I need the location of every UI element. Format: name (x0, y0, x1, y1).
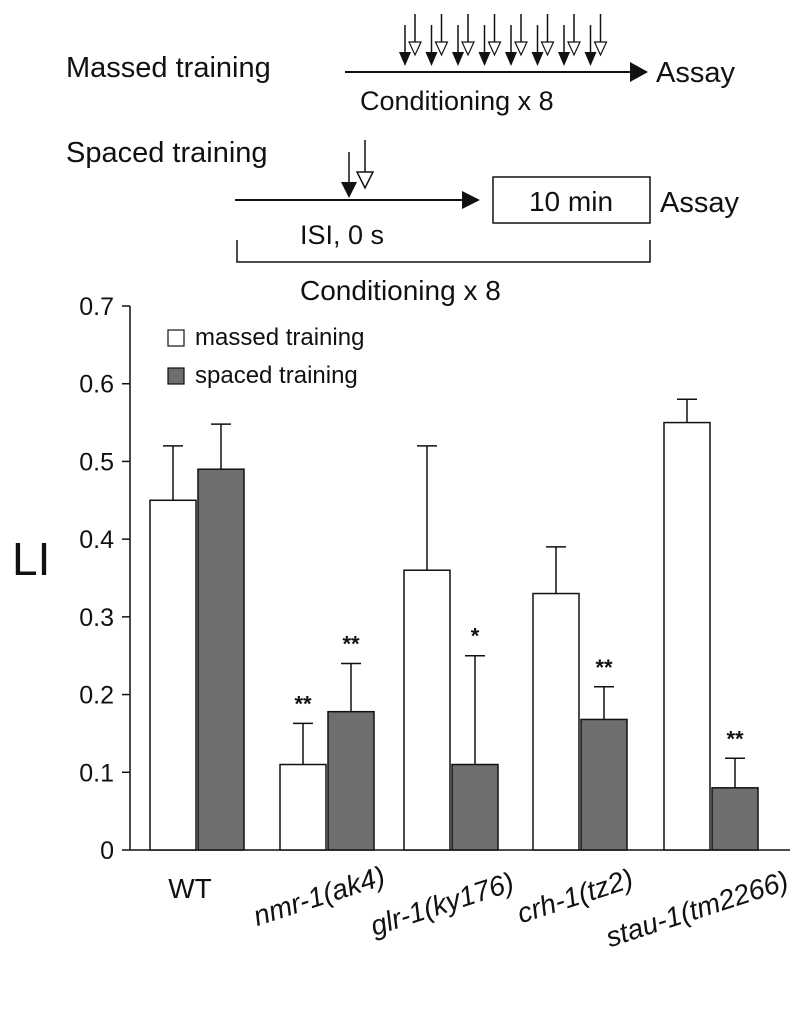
massed-bar-2 (403, 569, 451, 851)
interval-box (492, 176, 651, 224)
y-tick-label: 0.5 (79, 448, 114, 476)
significance-marks: **** ***** (294, 624, 744, 752)
spaced-bar-2 (451, 763, 499, 851)
interval-box-label: 10 min (529, 186, 613, 217)
y-axis-label: LI (12, 533, 50, 585)
massed-stimulus-arrows (399, 14, 608, 66)
significance-mark-1-4: ** (726, 726, 744, 751)
legend-swatch-0 (167, 329, 185, 347)
stimulus-arrowhead-open (540, 41, 555, 57)
legend: massed training spaced training (167, 324, 364, 389)
significance-mark-1-2: * (471, 624, 480, 649)
massed-bar-0 (149, 499, 197, 851)
massed-training-label: Massed training (66, 52, 271, 84)
isi-label: ISI, 0 s (300, 220, 384, 250)
stimulus-arrowhead-filled (478, 52, 491, 66)
massed-assay-label: Assay (656, 57, 735, 89)
stimulus-arrowhead-filled (425, 52, 438, 66)
spaced-bar-0 (197, 468, 245, 851)
stimulus-arrowhead-filled (584, 52, 597, 66)
legend-label-0: massed training (195, 324, 364, 351)
stimulus-arrowhead-open (514, 41, 528, 57)
significance-mark-1-3: ** (595, 655, 613, 680)
significance-mark-0-1: ** (294, 691, 312, 716)
stimulus-arrowhead-open (567, 41, 581, 57)
stimulus-arrowhead-open (408, 41, 422, 57)
massed-bar-3 (532, 592, 580, 851)
massed-timeline-arrowhead (630, 62, 648, 82)
y-tick-label: 0.1 (79, 759, 114, 787)
y-tick-label: 0.2 (79, 682, 114, 710)
stimulus-arrowhead-filled (531, 52, 544, 66)
spaced-bar-3 (580, 718, 628, 851)
bars (149, 421, 759, 851)
stimulus-arrowhead-open (487, 41, 502, 57)
x-tick-label: nmr-1(ak4) (249, 860, 388, 932)
y-tick-label: 0.6 (79, 371, 114, 399)
y-tick-label: 0 (100, 837, 114, 865)
stimulus-arrowhead-filled (452, 52, 464, 66)
massed-bar-4 (663, 421, 711, 851)
x-axis-tick-labels: WT nmr-1(ak4)glr-1(ky176)crh-1(tz2)stau-1… (168, 860, 792, 953)
spaced-training-label: Spaced training (66, 137, 268, 169)
legend-swatch-1 (167, 367, 185, 385)
y-tick-label: 0.7 (79, 293, 114, 321)
error-bars (163, 398, 745, 788)
x-tick-label: WT (168, 873, 212, 904)
spaced-assay-label: Assay (660, 187, 739, 219)
stimulus-arrowhead-filled (505, 52, 517, 66)
stimulus-arrowhead-filled (558, 52, 570, 66)
y-tick-label: 0.3 (79, 604, 114, 632)
spaced-stimulus-arrows (341, 140, 375, 198)
stimulus-arrowhead-open (593, 41, 608, 57)
significance-mark-1-1: ** (342, 631, 360, 656)
spaced-conditioning-label: Conditioning x 8 (300, 275, 501, 306)
legend-label-1: spaced training (195, 362, 358, 389)
conditioning-bracket (236, 240, 651, 263)
y-tick-label: 0.4 (79, 526, 114, 554)
massed-bar-1 (279, 763, 327, 851)
spaced-timeline-arrowhead (462, 191, 480, 209)
stimulus-arrowhead-open (434, 41, 449, 57)
x-tick-label: glr-1(ky176) (366, 866, 517, 941)
bar-chart: LI 00.10.20.30.40.50.60.7 **** ***** WT nm… (12, 293, 792, 953)
massed-conditioning-label: Conditioning x 8 (360, 86, 554, 116)
spaced-bar-1 (327, 710, 375, 851)
spaced-bar-4 (711, 787, 759, 851)
stimulus-arrowhead-filled (399, 52, 411, 66)
training-schematic: Massed training Assay Conditioning x 8 S… (66, 14, 739, 306)
stimulus-arrowhead-open (461, 41, 475, 57)
